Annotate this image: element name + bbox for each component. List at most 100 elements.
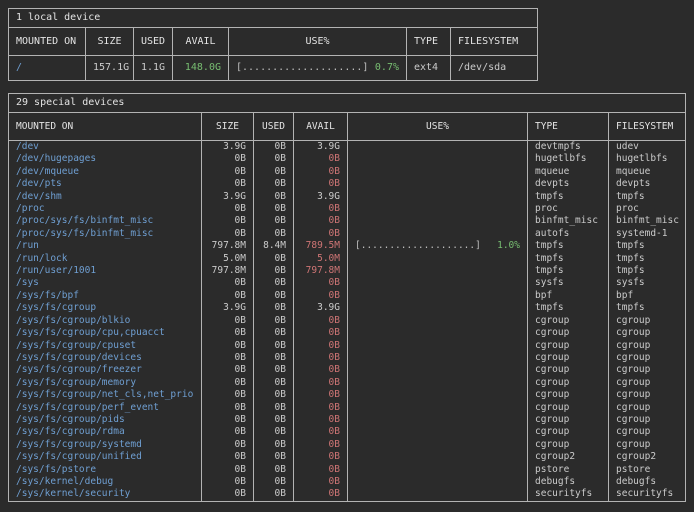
cell-mounted-on: /sys/fs/pstore [9,464,202,476]
cell-used: 0B [254,464,294,476]
cell-size: 0B [202,389,254,401]
cell-type: autofs [528,228,609,240]
column-header-used: USED [254,113,294,141]
cell-size: 0B [202,451,254,463]
cell-type: sysfs [528,277,609,289]
cell-size: 3.9G [202,191,254,203]
cell-avail: 3.9G [294,191,348,203]
cell-use-percent [348,439,528,451]
cell-avail: 0B [294,178,348,190]
usage-percent: 1.0% [497,240,520,252]
cell-size: 0B [202,327,254,339]
cell-type: cgroup [528,402,609,414]
cell-used: 0B [254,166,294,178]
cell-filesystem: binfmt_misc [609,215,685,227]
column-header-used: USED [134,28,173,56]
cell-use-percent [348,426,528,438]
special-devices-grid: MOUNTED ONSIZEUSEDAVAILUSE%TYPEFILESYSTE… [9,113,685,501]
cell-use-percent [348,451,528,463]
cell-use-percent [348,191,528,203]
cell-size: 5.0M [202,253,254,265]
cell-size: 0B [202,364,254,376]
cell-avail: 148.0G [173,56,229,80]
cell-mounted-on: /sys/fs/cgroup/unified [9,451,202,463]
cell-size: 0B [202,166,254,178]
cell-used: 8.4M [254,240,294,252]
cell-use-percent [348,178,528,190]
cell-avail: 0B [294,464,348,476]
cell-used: 0B [254,178,294,190]
cell-mounted-on: /sys/fs/bpf [9,290,202,302]
cell-filesystem: mqueue [609,166,685,178]
cell-used: 0B [254,153,294,165]
cell-use-percent [348,488,528,500]
cell-avail: 3.9G [294,141,348,153]
cell-use-percent [348,364,528,376]
cell-use-percent [348,153,528,165]
cell-type: tmpfs [528,191,609,203]
cell-mounted-on: /run/user/1001 [9,265,202,277]
cell-type: cgroup [528,414,609,426]
cell-used: 0B [254,141,294,153]
usage-bar: [....................] [355,240,481,252]
cell-use-percent [348,277,528,289]
cell-avail: 0B [294,389,348,401]
cell-filesystem: cgroup [609,414,685,426]
column-header-type: TYPE [528,113,609,141]
cell-filesystem: tmpfs [609,240,685,252]
cell-filesystem: cgroup2 [609,451,685,463]
cell-type: ext4 [407,56,451,80]
cell-used: 0B [254,426,294,438]
cell-mounted-on: /sys/fs/cgroup/rdma [9,426,202,438]
cell-use-percent [348,290,528,302]
terminal-screen: 1 local device MOUNTED ONSIZEUSEDAVAILUS… [0,0,694,510]
cell-use-percent [348,340,528,352]
cell-filesystem: sysfs [609,277,685,289]
local-devices-grid: MOUNTED ONSIZEUSEDAVAILUSE%TYPEFILESYSTE… [9,28,537,80]
cell-avail: 0B [294,426,348,438]
cell-used: 0B [254,476,294,488]
cell-avail: 0B [294,203,348,215]
cell-use-percent [348,302,528,314]
cell-mounted-on: /run/lock [9,253,202,265]
cell-avail: 0B [294,315,348,327]
cell-used: 0B [254,203,294,215]
cell-filesystem: cgroup [609,315,685,327]
cell-type: cgroup [528,439,609,451]
cell-size: 0B [202,352,254,364]
cell-type: cgroup [528,352,609,364]
cell-use-percent [348,215,528,227]
cell-avail: 0B [294,153,348,165]
cell-mounted-on: / [9,56,86,80]
cell-mounted-on: /proc/sys/fs/binfmt_misc [9,228,202,240]
cell-avail: 0B [294,277,348,289]
cell-size: 157.1G [86,56,134,80]
cell-type: mqueue [528,166,609,178]
cell-use-percent [348,414,528,426]
cell-used: 1.1G [134,56,173,80]
cell-type: cgroup [528,377,609,389]
cell-use-percent [348,265,528,277]
column-header-mounted-on: MOUNTED ON [9,113,202,141]
column-header-type: TYPE [407,28,451,56]
cell-use-percent [348,464,528,476]
cell-avail: 3.9G [294,302,348,314]
special-devices-title: 29 special devices [9,94,685,113]
cell-size: 0B [202,476,254,488]
cell-filesystem: tmpfs [609,191,685,203]
cell-use-percent [348,352,528,364]
cell-avail: 0B [294,364,348,376]
cell-size: 0B [202,426,254,438]
cell-type: tmpfs [528,265,609,277]
cell-used: 0B [254,327,294,339]
cell-size: 0B [202,203,254,215]
cell-type: securityfs [528,488,609,500]
cell-size: 0B [202,377,254,389]
cell-avail: 0B [294,228,348,240]
cell-used: 0B [254,364,294,376]
cell-use-percent [348,203,528,215]
cell-used: 0B [254,191,294,203]
column-header-use-percent: USE% [348,113,528,141]
cell-size: 0B [202,402,254,414]
cell-mounted-on: /proc [9,203,202,215]
